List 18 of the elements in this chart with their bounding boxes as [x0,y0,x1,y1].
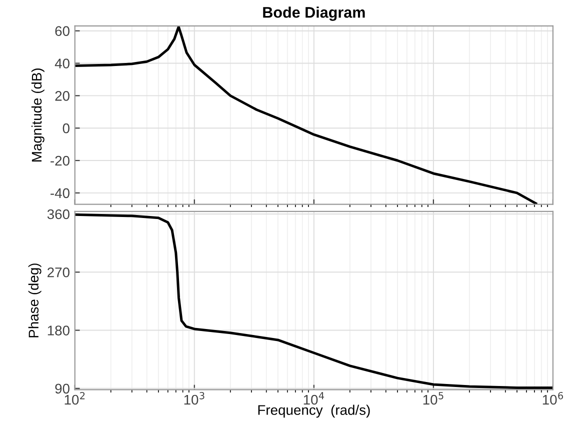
x-tick-label: 10$^{4}$ [304,392,324,405]
y-tick-label: 360 [47,209,70,220]
x-tick-label: 10$^{5}$ [423,392,444,405]
y-tick-label: 180 [48,326,70,336]
y-axis-title: Phase (deg) [28,264,42,338]
y-tick-label: 270 [48,267,70,278]
y-tick-label: 0 [62,123,70,134]
x-tick-label: 10$^{6}$ [542,392,564,405]
x-tick-label: 10$^{3}$ [184,392,204,405]
y-tick-label: -40 [50,188,70,198]
y-tick-label: 90 [55,384,70,394]
y-tick-label: 60 [55,26,70,36]
y-tick-label: 20 [55,91,70,101]
y-tick-label: 40 [54,58,70,68]
y-axis-title: Magnitude (dB) [31,68,44,162]
chart-title: Bode Diagram [263,6,365,21]
x-axis-title: Frequency (rad/s) [258,404,370,418]
y-tick-label: -20 [50,156,70,166]
